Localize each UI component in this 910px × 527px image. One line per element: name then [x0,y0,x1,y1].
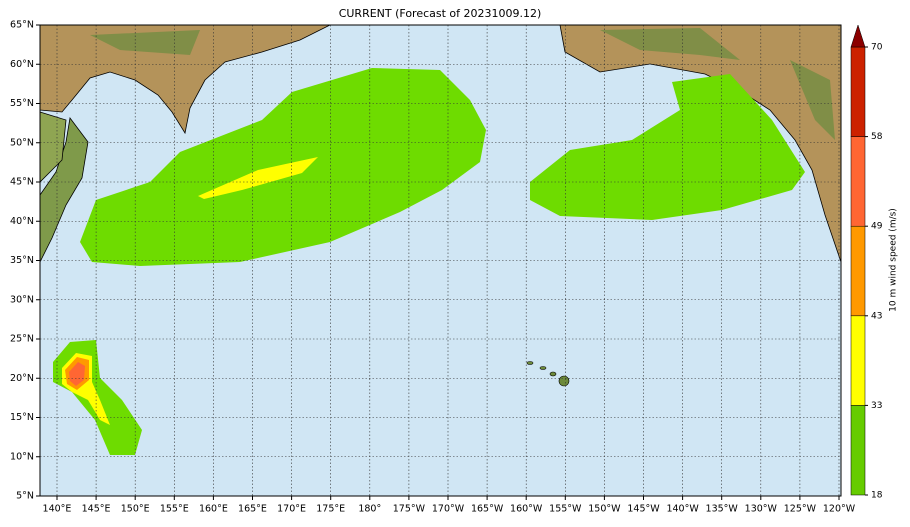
colorbar-label: 10 m wind speed (m/s) [889,208,899,312]
map-title: CURRENT (Forecast of 20231009.12) [339,7,542,20]
lat-label: 5°N [16,491,34,502]
lon-label: 145°W [627,504,660,515]
lat-label: 55°N [10,98,34,109]
lon-label: 150°E [121,504,150,515]
colorbar-segment [850,225,866,317]
lat-label: 60°N [10,59,34,70]
colorbar-tick-label: 43 [871,311,882,321]
lon-label: 165°W [471,504,504,515]
colorbar-segment [850,46,866,137]
lon-label: 170°E [277,504,306,515]
lon-label: 160°W [510,504,543,515]
lon-label: 170°W [432,504,465,515]
lat-label: 50°N [10,137,34,148]
map-area [39,24,842,497]
lon-label: 150°W [588,504,621,515]
wind-area-typhoon-red [69,362,85,386]
colorbar-tick-label: 33 [871,401,882,411]
lon-label: 120°W [823,504,856,515]
lon-label: 155°E [160,504,189,515]
colorbar-tick-label: 18 [871,491,883,501]
lat-label: 20°N [10,373,34,384]
lon-label: 130°W [745,504,778,515]
lon-label: 145°E [82,504,111,515]
lat-label: 25°N [10,334,34,345]
lon-label: 175°E [316,504,345,515]
colorbar: 18 33 43 49 58 70 [850,24,883,501]
lat-label: 30°N [10,294,34,305]
wind-area-ne-pacific [530,74,805,220]
lon-label: 140°W [666,504,699,515]
lat-label: 10°N [10,451,34,462]
lat-label: 15°N [10,412,34,423]
land-hawaii [526,361,570,387]
lat-label: 40°N [10,216,34,227]
colorbar-tick-label: 49 [871,222,883,232]
lon-label: 135°W [706,504,739,515]
lat-label: 35°N [10,255,34,266]
wind-area-yellow [198,157,318,199]
lon-label: 175°W [393,504,426,515]
colorbar-tick-label: 70 [871,43,883,53]
lon-label: 140°E [43,504,72,515]
colorbar-segment [850,136,866,227]
colorbar-tick-label: 58 [871,132,883,142]
land-highlands [90,28,835,140]
lon-label: 180° [358,504,381,515]
lon-label: 155°W [549,504,582,515]
colorbar-segment [850,315,866,406]
lon-label: 125°W [784,504,817,515]
lat-label: 65°N [10,20,34,31]
lat-label: 45°N [10,177,34,188]
colorbar-extend [850,24,866,48]
colorbar-segment [850,405,866,496]
lon-label: 165°E [238,504,267,515]
land-asia [39,24,331,135]
lon-label: 160°E [199,504,228,515]
